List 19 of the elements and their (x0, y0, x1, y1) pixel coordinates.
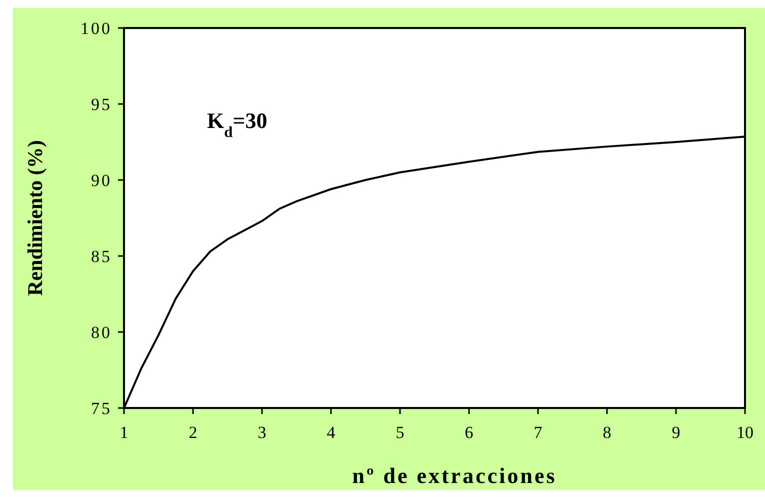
y-tick-label: 80 (91, 322, 112, 342)
x-tick-label: 5 (396, 423, 404, 442)
x-tick-label: 6 (464, 423, 474, 442)
y-tick-label: 95 (91, 94, 112, 114)
x-tick-label: 1 (120, 423, 128, 442)
y-axis-title: Rendimiento (%) (23, 140, 47, 296)
x-tick-label: 2 (188, 423, 198, 442)
x-tick-label: 8 (602, 423, 612, 442)
y-tick-label: 85 (91, 246, 112, 266)
y-tick-label: 75 (91, 398, 112, 418)
x-tick-label: 10 (736, 423, 754, 442)
annotation: K$_{d}$=30 (207, 108, 268, 140)
y-tick-label: 100 (80, 18, 112, 38)
x-tick-label: 3 (258, 423, 266, 442)
x-axis-title: nº de extracciones (352, 463, 557, 488)
x-tick-label: 7 (534, 423, 543, 442)
y-tick-label: 90 (91, 170, 112, 190)
x-tick-label: 9 (672, 423, 680, 442)
x-tick-label: 4 (326, 423, 336, 442)
